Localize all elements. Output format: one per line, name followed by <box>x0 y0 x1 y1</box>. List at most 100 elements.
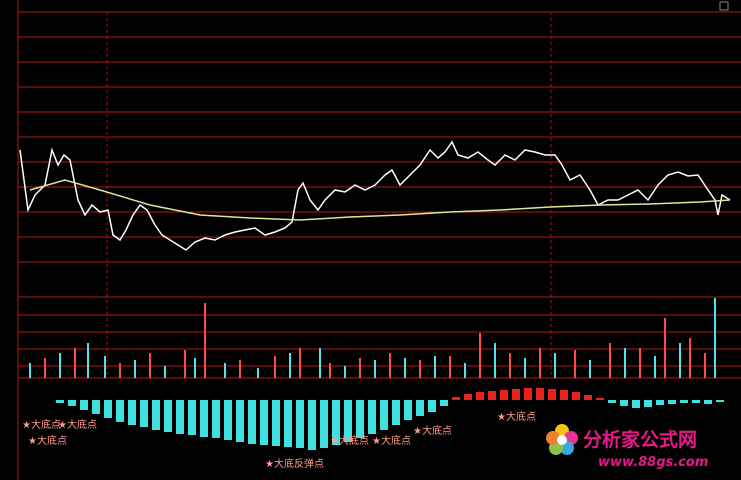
indicator-bar <box>224 400 232 440</box>
volume-bar <box>374 360 376 378</box>
volume-bar <box>714 298 716 378</box>
indicator-bar <box>164 400 172 432</box>
volume-bar <box>389 353 391 378</box>
volume-bar <box>164 366 166 378</box>
indicator-bar <box>428 400 436 412</box>
indicator-bar <box>704 400 712 404</box>
indicator-bar <box>668 400 676 404</box>
volume-bar <box>434 356 436 378</box>
indicator-bar <box>512 389 520 400</box>
indicator-bar <box>632 400 640 408</box>
indicator-bar <box>392 400 400 425</box>
volume-bar <box>344 366 346 378</box>
volume-bar <box>449 356 451 378</box>
indicator-bar <box>452 397 460 400</box>
volume-bar <box>664 318 666 378</box>
annotation: ★大底点 <box>413 424 452 437</box>
indicator-bar <box>416 400 424 416</box>
indicator-bar <box>332 400 340 445</box>
indicator-bar <box>248 400 256 444</box>
volume-bar <box>679 343 681 378</box>
period-divider <box>106 12 552 378</box>
indicator-bar <box>200 400 208 437</box>
volume-bar <box>574 350 576 378</box>
volume-bar <box>29 363 31 378</box>
indicator-bar <box>488 391 496 400</box>
volume-bar <box>239 360 241 378</box>
annotations: ★大底点 ★大底点 ★大底点 ★大底反弹点 ★大底点 ★大底点 ★大底点 ★大底… <box>22 410 536 470</box>
indicator-bar <box>176 400 184 434</box>
volume-bar <box>44 358 46 378</box>
volume-bar <box>554 353 556 378</box>
volume-bar <box>359 358 361 378</box>
plot-area <box>19 140 731 450</box>
indicator-bar <box>500 390 508 400</box>
indicator-bar <box>656 400 664 405</box>
annotation: ★大底点 <box>372 434 411 447</box>
watermark-url: www.88gs.com <box>598 455 708 470</box>
volume-bar <box>119 363 121 378</box>
indicator-bar <box>524 388 532 400</box>
annotation: ★大底反弹点 <box>265 457 324 470</box>
volume-bar <box>589 360 591 378</box>
annotation: ★大底点 <box>330 434 369 447</box>
indicator-bar <box>284 400 292 447</box>
indicator-bar <box>584 395 592 400</box>
indicator-bar <box>128 400 136 425</box>
indicator-bar <box>620 400 628 406</box>
volume-bar <box>509 353 511 378</box>
volume-bar <box>134 360 136 378</box>
volume-bar <box>609 343 611 378</box>
indicator-bar <box>188 400 196 435</box>
volume-bar <box>74 348 76 378</box>
volume-bar <box>689 338 691 378</box>
indicator-bar <box>272 400 280 446</box>
price-line <box>29 179 731 221</box>
volume-bar <box>419 360 421 378</box>
indicator-bar <box>404 400 412 420</box>
indicator-bar <box>212 400 220 438</box>
volume-bar <box>104 356 106 378</box>
indicator-bar <box>464 394 472 400</box>
indicator-bar <box>320 400 328 448</box>
volume-bar <box>149 353 151 378</box>
indicator-bar <box>572 392 580 400</box>
indicator-bar <box>680 400 688 403</box>
volume-bar <box>274 356 276 378</box>
indicator-bar <box>152 400 160 430</box>
volume-bar <box>539 348 541 378</box>
indicator-bar <box>260 400 268 445</box>
volume-bar <box>59 353 61 378</box>
volume-bar <box>289 353 291 378</box>
volume-bar <box>639 348 641 378</box>
window-button[interactable] <box>719 1 729 11</box>
indicator-bar <box>344 400 352 442</box>
indicator-bar <box>644 400 652 407</box>
volume-bar <box>494 343 496 378</box>
indicator-bar <box>692 400 700 403</box>
grid <box>17 0 741 480</box>
indicator-bar <box>380 400 388 430</box>
volume-bar <box>224 363 226 378</box>
indicator-bar <box>296 400 304 448</box>
indicator-bar <box>80 400 88 410</box>
volume-bar <box>194 358 196 378</box>
indicator-bar <box>236 400 244 442</box>
watermark: 分析家公式网 www.88gs.com <box>546 424 708 470</box>
volume-bar <box>704 353 706 378</box>
indicator-bar <box>68 400 76 406</box>
price-line <box>19 140 731 251</box>
indicator-bar <box>92 400 100 414</box>
volume-bar <box>654 356 656 378</box>
indicator-bar <box>104 400 112 418</box>
indicator-bar <box>440 400 448 406</box>
annotation: ★大底点 <box>497 410 536 423</box>
indicator-bar <box>548 389 556 400</box>
indicator-bar <box>356 400 364 438</box>
indicator-bar <box>716 400 724 402</box>
indicator-bar <box>608 400 616 403</box>
indicator-bar <box>308 400 316 450</box>
volume-bar <box>87 343 89 378</box>
annotation: ★大底点 <box>28 434 67 447</box>
